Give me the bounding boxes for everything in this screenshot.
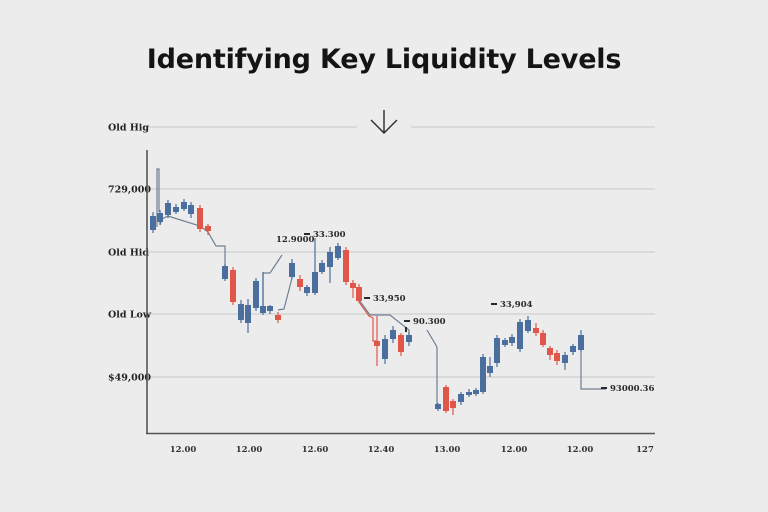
x-tick-label: 13.00	[434, 445, 461, 455]
svg-text:33,950: 33,950	[373, 294, 406, 304]
bearish-candle	[230, 267, 236, 305]
connector-line	[358, 299, 410, 335]
marker	[405, 327, 407, 332]
bullish-candle	[245, 299, 251, 333]
x-tick-label: 12.00	[170, 445, 197, 455]
bullish-candle	[327, 247, 333, 283]
bullish-candle	[238, 300, 244, 323]
x-tick-label: 12.00	[501, 445, 528, 455]
bullish-candle	[253, 278, 259, 311]
price-annotation: 90.300	[404, 317, 446, 327]
bullish-candle	[222, 264, 228, 281]
bullish-candle	[150, 212, 156, 233]
svg-text:33.300: 33.300	[313, 230, 346, 240]
connector-line	[358, 301, 377, 342]
x-tick-label: 127	[636, 445, 654, 455]
y-level-label: Old Low	[108, 310, 152, 321]
connector-line	[262, 254, 283, 311]
bullish-candle	[319, 260, 325, 274]
connector-line	[426, 329, 438, 404]
y-level-label: Old Hid	[108, 248, 149, 259]
svg-text:90.300: 90.300	[413, 317, 446, 327]
bearish-candle	[533, 323, 539, 336]
bearish-candle	[350, 280, 356, 298]
bearish-candle	[343, 247, 349, 285]
bearish-candle	[205, 224, 211, 235]
bullish-candle	[304, 285, 310, 296]
bullish-candle	[267, 305, 273, 314]
bullish-candle	[487, 357, 493, 377]
bearish-candle	[554, 350, 560, 365]
bullish-candle	[406, 332, 412, 346]
bullish-candle	[570, 344, 576, 355]
chart-title: Identifying Key Liquidity Levels	[146, 44, 622, 75]
bullish-candle	[312, 238, 318, 295]
axes	[146, 150, 655, 435]
bullish-candle	[494, 335, 500, 367]
bearish-candle	[540, 330, 546, 347]
svg-text:12.9000: 12.9000	[276, 235, 315, 245]
y-level-label: Old Hig	[108, 123, 149, 134]
bullish-candle	[260, 272, 266, 315]
bullish-candle	[173, 204, 179, 214]
x-tick-label: 12.00	[236, 445, 263, 455]
bearish-candle	[374, 316, 380, 366]
svg-text:33,904: 33,904	[500, 300, 533, 310]
bearish-candle	[443, 385, 449, 413]
bullish-candle	[480, 354, 486, 394]
price-annotation: 12.9000	[276, 235, 315, 245]
y-axis-labels: Old Hig 729,000 Old Hid Old Low $49,000	[108, 123, 152, 384]
connector-line	[277, 277, 293, 311]
bullish-candle	[562, 352, 568, 370]
bullish-candle	[390, 326, 396, 343]
bullish-candle	[502, 338, 508, 347]
x-tick-label: 12.00	[567, 445, 594, 455]
bearish-candle	[450, 399, 456, 415]
bearish-candle	[398, 333, 404, 356]
gridlines	[147, 126, 655, 378]
price-annotation: 33.300	[304, 230, 346, 240]
price-annotation: 33,950	[364, 294, 406, 304]
connector-line	[156, 168, 160, 227]
bearish-candle	[275, 312, 281, 323]
price-annotation: 33,904	[491, 300, 533, 310]
bullish-candle	[473, 388, 479, 396]
bullish-candle	[458, 392, 464, 405]
bullish-candle	[382, 335, 388, 364]
bullish-candle	[289, 259, 295, 279]
svg-text:93000.36: 93000.36	[610, 384, 654, 394]
bearish-candle	[297, 275, 303, 291]
bullish-candle	[188, 202, 194, 218]
price-annotation: 93000.36	[601, 384, 654, 394]
price-connector-lines	[156, 168, 606, 404]
connector-line	[159, 215, 226, 266]
bearish-candle	[197, 205, 203, 232]
bullish-candle	[466, 389, 472, 397]
x-tick-label: 12.40	[368, 445, 395, 455]
x-axis-labels: 12.00 12.00 12.60 12.40 13.00 12.00 12.00 127	[170, 445, 654, 455]
x-tick-label: 12.60	[302, 445, 329, 455]
down-arrow-icon	[370, 110, 398, 134]
bullish-candle	[509, 334, 515, 346]
bullish-candle	[517, 319, 523, 352]
y-level-label: 729,000	[108, 185, 151, 196]
bullish-candle	[165, 200, 171, 218]
y-level-label: $49,000	[108, 373, 151, 384]
bullish-candle	[157, 210, 163, 225]
bearish-candle	[356, 284, 362, 303]
candles	[150, 199, 584, 415]
bullish-candle	[181, 199, 187, 211]
connector-line	[580, 352, 606, 390]
bullish-candle	[335, 243, 341, 260]
bullish-candle	[525, 316, 531, 333]
bullish-candle	[435, 403, 441, 411]
bearish-candle	[547, 346, 553, 360]
bullish-candle	[578, 330, 584, 352]
